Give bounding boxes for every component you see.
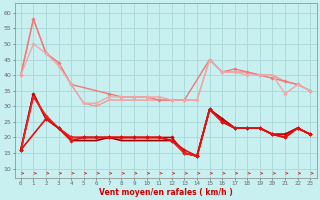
X-axis label: Vent moyen/en rafales ( km/h ): Vent moyen/en rafales ( km/h ) [99, 188, 232, 197]
